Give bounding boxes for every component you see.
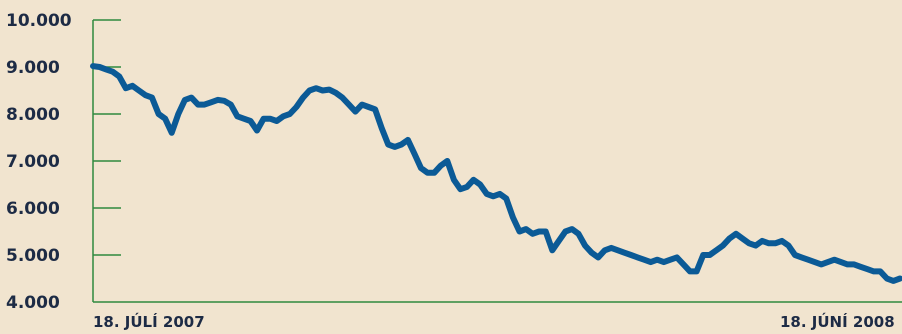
- y-axis-ticks: 10.000 9.000 8.000 7.000 6.000 5.000 4.000: [6, 11, 121, 313]
- y-tick-label: 6.000: [6, 199, 60, 219]
- y-tick-label: 9.000: [6, 58, 60, 78]
- y-tick-label: 7.000: [6, 152, 60, 172]
- y-tick-label: 8.000: [6, 105, 60, 125]
- x-label-end: 18. JÚNÍ 2008: [780, 312, 895, 331]
- y-tick-label: 5.000: [6, 246, 60, 266]
- x-label-start: 18. JÚLÍ 2007: [93, 312, 205, 331]
- y-tick-label: 4.000: [6, 293, 60, 313]
- y-tick-label: 10.000: [6, 11, 72, 31]
- series-line: [90, 63, 902, 284]
